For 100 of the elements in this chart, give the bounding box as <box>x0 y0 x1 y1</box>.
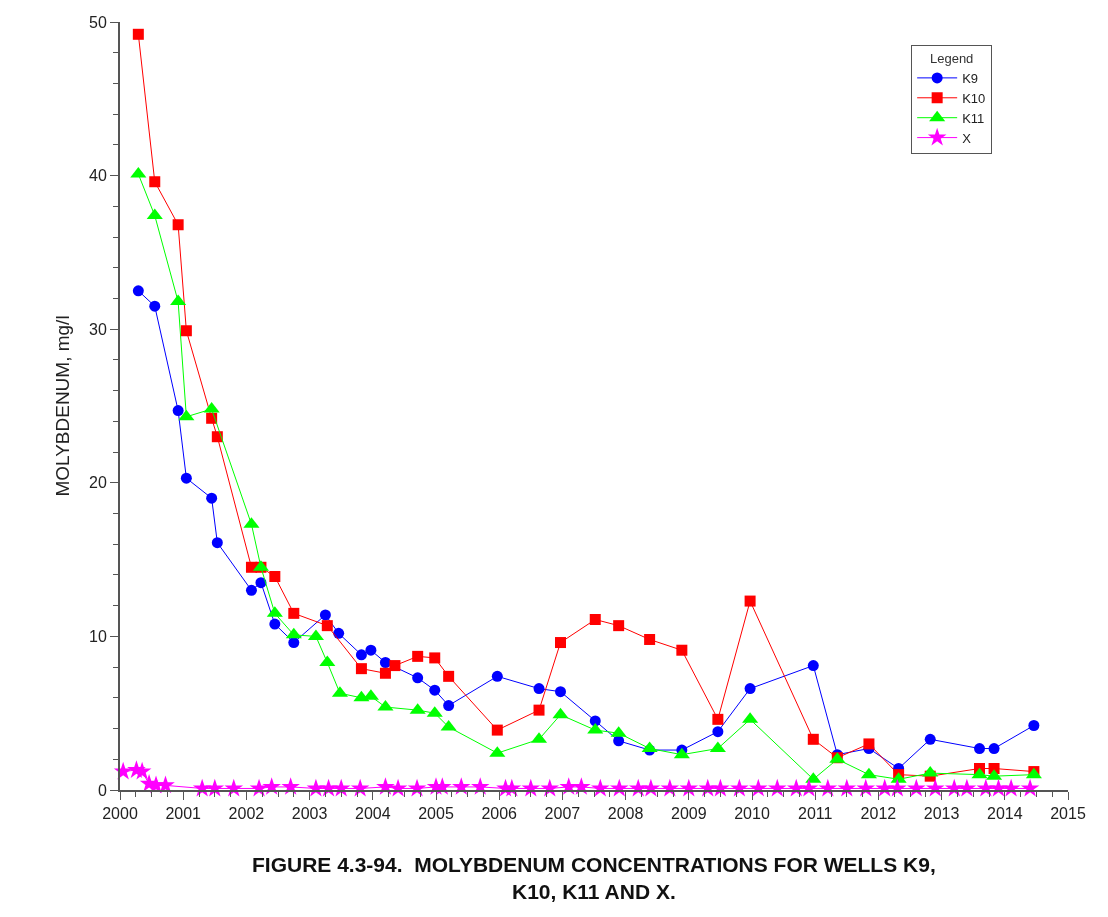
point <box>860 767 877 779</box>
point <box>533 704 545 716</box>
x-tick-label: 2002 <box>228 805 265 823</box>
point <box>971 767 988 779</box>
point <box>521 778 541 797</box>
y-tick-label: 10 <box>89 628 107 645</box>
point <box>555 637 566 649</box>
y-tick-label: 30 <box>89 320 107 338</box>
point <box>429 652 441 664</box>
point <box>389 660 401 672</box>
point <box>211 537 223 549</box>
point <box>863 738 875 750</box>
point <box>744 683 756 695</box>
point <box>807 660 819 672</box>
point <box>711 778 730 797</box>
x-tick-label: 2015 <box>1050 805 1086 823</box>
point <box>180 325 192 337</box>
point <box>925 778 945 797</box>
point <box>388 778 408 797</box>
point <box>767 778 787 797</box>
point <box>132 285 144 297</box>
x-tick-label: 2001 <box>165 805 202 823</box>
point <box>429 684 441 696</box>
text: FIGURE 4.3-94. MOLYBDENUM CONCENTRATIONS FOR WELLS K9, K10, K11 AND X. <box>252 853 936 904</box>
y-tick-label: 0 <box>97 781 107 799</box>
point <box>712 726 724 738</box>
point <box>379 667 391 679</box>
point <box>205 778 225 797</box>
point <box>206 492 218 504</box>
point <box>149 300 161 312</box>
point <box>269 618 281 630</box>
legend-title: Legend <box>929 50 974 66</box>
legend-label: K10 <box>962 90 986 106</box>
x-tick-label: 2005 <box>418 805 454 823</box>
x-tick-label: 2011 <box>798 805 833 823</box>
point <box>331 778 351 797</box>
y-tick-label: 20 <box>89 474 107 492</box>
point <box>613 620 625 632</box>
point <box>552 707 569 719</box>
x-tick-label: 2012 <box>860 805 897 823</box>
legend-label: K9 <box>962 70 979 86</box>
point <box>749 778 768 797</box>
point <box>412 672 424 684</box>
x-tick-label: 2007 <box>544 805 581 823</box>
x-tick-label: 2003 <box>291 805 328 823</box>
point <box>1020 778 1040 797</box>
point <box>255 577 267 589</box>
point <box>319 609 331 621</box>
legend-label: X <box>962 130 972 146</box>
point <box>178 409 195 421</box>
point <box>321 620 333 632</box>
point <box>288 637 300 649</box>
point <box>555 686 566 698</box>
point <box>837 778 857 797</box>
point <box>172 405 184 417</box>
point <box>709 741 726 753</box>
point <box>799 778 819 797</box>
x-tick-label: 2004 <box>355 805 391 823</box>
point <box>744 595 756 607</box>
point <box>156 775 175 794</box>
point <box>924 733 936 745</box>
point <box>807 733 819 745</box>
point <box>180 472 192 484</box>
point <box>1001 778 1021 797</box>
point <box>712 713 724 725</box>
point <box>170 294 187 306</box>
point <box>146 208 163 220</box>
point <box>245 584 257 596</box>
legend-label: K11 <box>962 110 985 126</box>
point <box>172 219 184 231</box>
point <box>412 650 424 662</box>
point <box>957 778 977 797</box>
point <box>355 663 367 675</box>
point <box>591 778 610 797</box>
x-tick-label: 2014 <box>987 805 1023 823</box>
point <box>533 683 545 695</box>
point <box>149 176 161 188</box>
point <box>609 778 629 797</box>
point <box>491 724 503 736</box>
point <box>679 778 699 797</box>
x-tick-label: 2009 <box>671 805 707 823</box>
x-tick-label: 2013 <box>923 805 960 823</box>
x-tick-label: 2006 <box>481 805 518 823</box>
y-axis-title: MOLYBDENUM, mg/l <box>52 315 74 497</box>
point <box>589 614 601 625</box>
point <box>355 649 367 661</box>
point <box>641 778 661 797</box>
x-tick-label: 2000 <box>102 805 138 823</box>
point <box>269 571 281 582</box>
point <box>491 670 503 682</box>
point <box>974 743 986 755</box>
point <box>443 670 455 682</box>
point <box>365 644 377 656</box>
point <box>285 627 302 639</box>
point <box>132 28 144 40</box>
point <box>644 633 656 645</box>
point <box>676 644 688 656</box>
point <box>988 743 1000 755</box>
y-tick-label: 50 <box>89 13 107 31</box>
point <box>1028 719 1040 731</box>
